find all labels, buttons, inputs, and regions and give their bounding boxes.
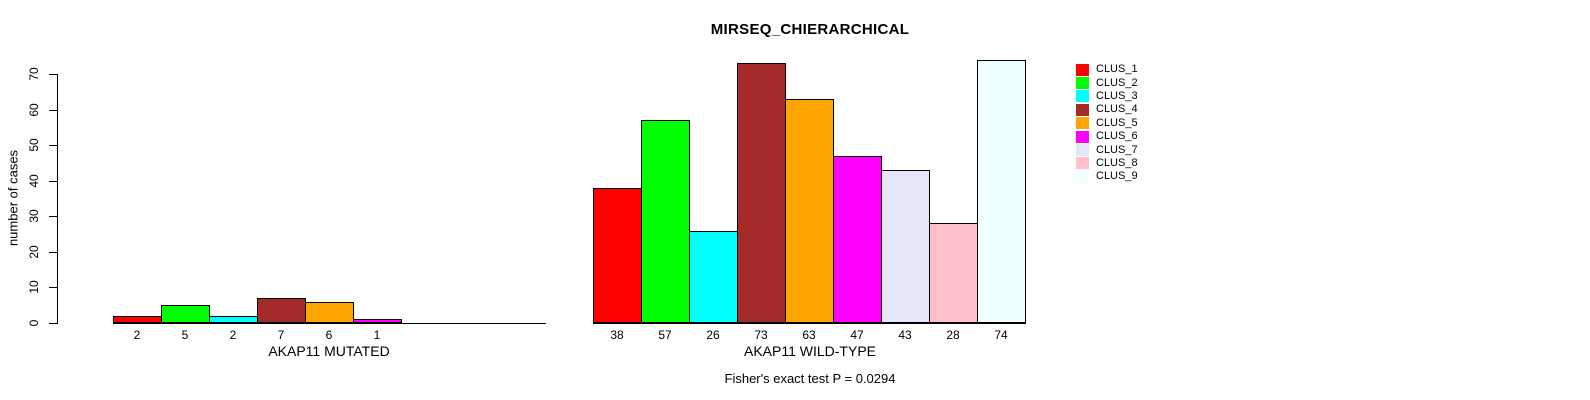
group-label-mutated: AKAP11 MUTATED bbox=[268, 343, 390, 359]
y-tick bbox=[49, 145, 57, 146]
bar bbox=[689, 231, 738, 323]
bar bbox=[641, 120, 690, 323]
legend-label: CLUS_1 bbox=[1096, 63, 1138, 76]
legend-row: CLUS_2 bbox=[1076, 76, 1138, 90]
legend-row: CLUS_6 bbox=[1076, 130, 1138, 143]
bar-label: 43 bbox=[898, 328, 912, 342]
bar bbox=[161, 305, 210, 323]
legend-swatch bbox=[1076, 144, 1089, 157]
bar bbox=[833, 156, 882, 323]
legend-swatch bbox=[1076, 130, 1089, 143]
bar-label: 63 bbox=[802, 328, 816, 342]
legend-swatch bbox=[1076, 117, 1089, 130]
bar-label: 2 bbox=[229, 328, 237, 342]
legend-row: CLUS_4 bbox=[1076, 103, 1138, 116]
legend: CLUS_1 CLUS_2 CLUS_3 CLUS_4 CLUS_5 CLUS_6 CLUS… bbox=[1076, 63, 1138, 184]
bar bbox=[305, 302, 354, 323]
y-tick bbox=[49, 110, 57, 111]
legend-label: CLUS_6 bbox=[1096, 130, 1138, 143]
y-tick-label: 20 bbox=[27, 245, 41, 259]
bar bbox=[737, 63, 786, 323]
legend-row: CLUS_5 bbox=[1076, 117, 1138, 130]
y-tick bbox=[49, 287, 57, 288]
bar bbox=[929, 223, 978, 323]
bar-label: 28 bbox=[946, 328, 960, 342]
bar-label: 73 bbox=[754, 328, 768, 342]
x-baseline bbox=[593, 323, 1026, 324]
bar-label: 38 bbox=[610, 328, 624, 342]
bar bbox=[113, 316, 162, 323]
y-tick bbox=[49, 216, 57, 217]
legend-label: CLUS_7 bbox=[1096, 143, 1138, 156]
legend-label: CLUS_2 bbox=[1096, 76, 1138, 89]
legend-swatch bbox=[1076, 90, 1089, 103]
bar bbox=[785, 99, 834, 323]
group-label-wildtype: AKAP11 WILD-TYPE bbox=[743, 343, 877, 359]
legend-row: CLUS_7 bbox=[1076, 143, 1138, 157]
y-axis-line bbox=[57, 74, 58, 324]
legend-swatch bbox=[1076, 157, 1089, 170]
legend-row: CLUS_1 bbox=[1076, 63, 1138, 76]
y-tick bbox=[49, 323, 57, 324]
y-tick bbox=[49, 181, 57, 182]
bar-label: 7 bbox=[277, 328, 285, 342]
y-tick bbox=[49, 74, 57, 75]
y-tick-label: 30 bbox=[27, 209, 41, 223]
legend-label: CLUS_3 bbox=[1096, 89, 1138, 102]
legend-swatch bbox=[1076, 103, 1089, 116]
legend-swatch bbox=[1076, 77, 1089, 90]
fisher-test-subtitle: Fisher's exact test P = 0.0294 bbox=[724, 371, 896, 386]
y-tick bbox=[49, 252, 57, 253]
bar bbox=[593, 188, 642, 323]
y-tick-label: 40 bbox=[27, 174, 41, 188]
bar-label: 2 bbox=[133, 328, 141, 342]
chart-title: MIRSEQ_CHIERARCHICAL bbox=[710, 21, 910, 38]
legend-label: CLUS_5 bbox=[1096, 116, 1138, 129]
bar-label: 5 bbox=[181, 328, 189, 342]
bar-label: 47 bbox=[850, 328, 864, 342]
x-baseline bbox=[113, 323, 546, 324]
y-tick-label: 70 bbox=[27, 67, 41, 81]
bar-label: 57 bbox=[658, 328, 672, 342]
bar bbox=[257, 298, 306, 323]
bar-label: 1 bbox=[373, 328, 381, 342]
bar-label: 74 bbox=[994, 328, 1008, 342]
legend-row: CLUS_3 bbox=[1076, 90, 1138, 103]
y-tick-label: 10 bbox=[27, 280, 41, 294]
legend-swatch bbox=[1076, 170, 1089, 183]
y-tick-label: 0 bbox=[27, 319, 41, 327]
bar-label: 26 bbox=[706, 328, 720, 342]
bar bbox=[881, 170, 930, 323]
y-tick-label: 60 bbox=[27, 103, 41, 117]
bar-label: 6 bbox=[325, 328, 333, 342]
legend-label: CLUS_4 bbox=[1096, 103, 1138, 116]
y-tick-label: 50 bbox=[27, 138, 41, 152]
bar bbox=[977, 60, 1026, 323]
bar bbox=[209, 316, 258, 323]
y-axis-label: number of cases bbox=[5, 149, 21, 247]
legend-swatch bbox=[1076, 63, 1089, 76]
bar bbox=[353, 319, 402, 323]
legend-row: CLUS_9 bbox=[1076, 170, 1138, 183]
legend-label: CLUS_8 bbox=[1096, 156, 1138, 169]
legend-label: CLUS_9 bbox=[1096, 170, 1138, 183]
legend-row: CLUS_8 bbox=[1076, 157, 1138, 170]
